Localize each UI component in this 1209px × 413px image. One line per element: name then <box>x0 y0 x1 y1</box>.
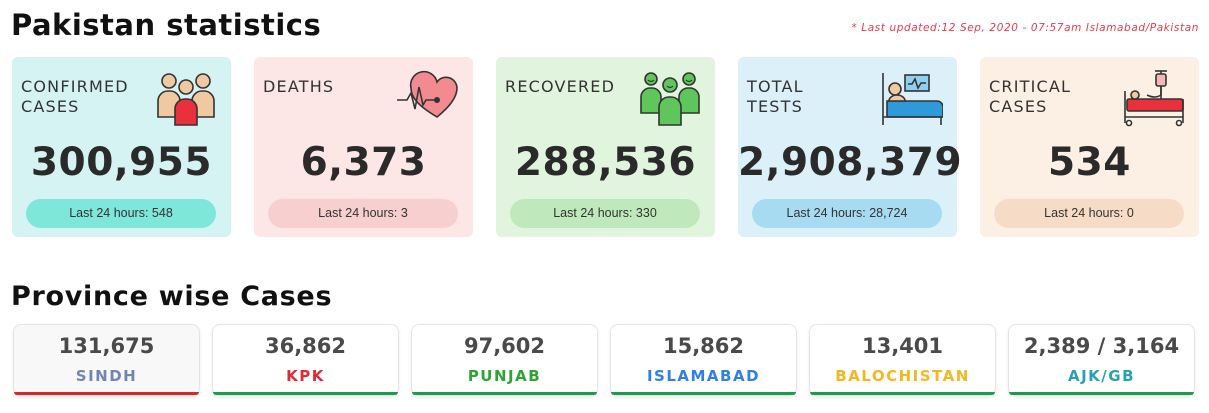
total-tests-last24-pill: Last 24 hours: 28,724 <box>752 199 942 228</box>
province-value: 15,862 <box>662 334 745 358</box>
province-underline <box>213 392 398 395</box>
province-name: KPK <box>286 367 325 385</box>
province-tab-kpk[interactable]: 36,862 KPK <box>213 325 398 395</box>
people-group-icon <box>155 69 217 127</box>
recovered-label: RECOVERED <box>505 77 616 96</box>
patient-bed-monitor-icon <box>881 69 944 127</box>
province-underline <box>611 392 796 395</box>
province-name: ISLAMABAD <box>646 367 761 385</box>
province-value: 97,602 <box>463 334 546 358</box>
province-name: PUNJAB <box>467 367 542 385</box>
province-value: 36,862 <box>264 334 347 358</box>
province-name: SINDH <box>75 367 138 385</box>
province-value: 13,401 <box>861 334 944 358</box>
critical-cases-card: CRITICAL CASES 534 Last 24 ho <box>980 57 1199 237</box>
critical-cases-label: CRITICAL CASES <box>989 77 1072 116</box>
deaths-last24-pill: Last 24 hours: 3 <box>268 199 458 228</box>
province-value: 2,389 / 3,164 <box>1023 334 1180 358</box>
province-underline <box>1009 392 1194 395</box>
province-tab-balochistan[interactable]: 13,401 BALOCHISTAN <box>810 325 995 395</box>
province-tab-ajk-gb[interactable]: 2,389 / 3,164 AJK/GB <box>1009 325 1194 395</box>
province-section-title: Province wise Cases <box>11 281 333 312</box>
province-tabs: 131,675 SINDH 36,862 KPK 97,602 PUNJAB 1… <box>14 325 1194 395</box>
province-tab-islamabad[interactable]: 15,862 ISLAMABAD <box>611 325 796 395</box>
province-tab-punjab[interactable]: 97,602 PUNJAB <box>412 325 597 395</box>
heartbeat-icon <box>397 69 459 127</box>
deaths-card: DEATHS 6,373 Last 24 hours: 3 <box>254 57 473 237</box>
province-name: BALOCHISTAN <box>835 367 970 385</box>
total-tests-value: 2,908,379 <box>738 140 963 185</box>
total-tests-card: TOTAL TESTS 2,908,379 Last 24 hours: 28,… <box>738 57 963 237</box>
province-value: 131,675 <box>58 334 155 358</box>
confirmed-cases-label: CONFIRMED CASES <box>21 77 129 116</box>
confirmed-cases-value: 300,955 <box>30 140 213 185</box>
critical-cases-value: 534 <box>1048 140 1131 185</box>
province-underline <box>14 392 199 395</box>
last-updated-note: * Last updated:12 Sep, 2020 - 07:57am Is… <box>851 22 1199 34</box>
confirmed-last24-pill: Last 24 hours: 548 <box>26 199 216 228</box>
deaths-value: 6,373 <box>300 140 427 185</box>
confirmed-cases-card: CONFIRMED CASES 300,955 Last 24 hours: 5… <box>12 57 231 237</box>
deaths-label: DEATHS <box>263 77 335 96</box>
recovered-value: 288,536 <box>514 140 697 185</box>
page-title: Pakistan statistics <box>11 8 322 42</box>
total-tests-label: TOTAL TESTS <box>747 77 804 116</box>
province-tab-sindh[interactable]: 131,675 SINDH <box>14 325 199 395</box>
province-name: AJK/GB <box>1067 367 1136 385</box>
recovered-last24-pill: Last 24 hours: 330 <box>510 199 700 228</box>
hospital-bed-iv-icon <box>1123 69 1185 127</box>
stats-cards: CONFIRMED CASES 300,955 Last 24 hours: 5… <box>12 57 1200 237</box>
recovered-people-icon <box>639 69 701 127</box>
recovered-card: RECOVERED 288,536 Last 24 hours: 330 <box>496 57 715 237</box>
critical-last24-pill: Last 24 hours: 0 <box>994 199 1184 228</box>
province-underline <box>412 392 597 395</box>
province-underline <box>810 392 995 395</box>
